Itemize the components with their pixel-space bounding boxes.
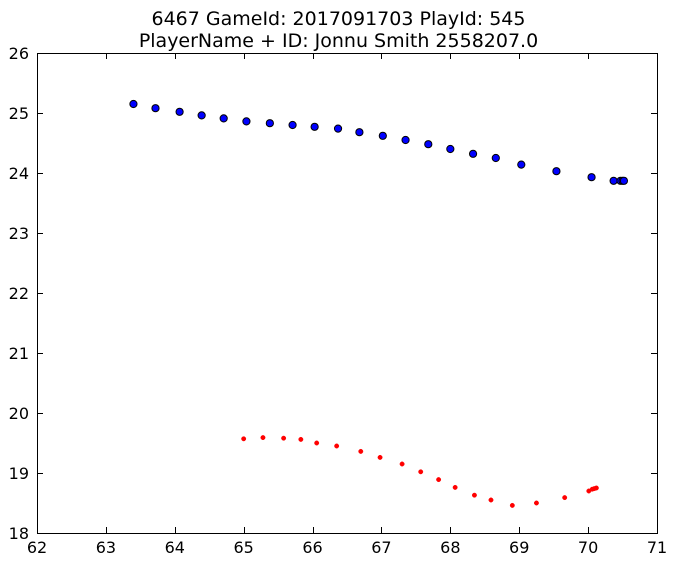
y-tick-label: 18 (9, 524, 29, 543)
axis-ticks (37, 53, 658, 534)
y-tick-label: 23 (9, 224, 29, 243)
y-tick-label: 26 (9, 44, 29, 63)
blue-data-point (265, 119, 274, 128)
red-data-point (260, 435, 266, 441)
y-tick-label: 25 (9, 104, 29, 123)
blue-data-point (446, 144, 455, 154)
blue-data-point (129, 99, 138, 109)
red-data-point (334, 443, 340, 449)
blue-data-point (468, 149, 478, 158)
red-data-point (452, 484, 458, 490)
blue-data-point (151, 104, 160, 113)
y-tick-label: 22 (9, 284, 29, 303)
red-data-point (488, 497, 494, 503)
red-data-point (418, 469, 424, 475)
blue-data-point (310, 122, 319, 131)
x-tick-label: 66 (302, 538, 322, 557)
chart-title: 6467 GameId: 2017091703 PlayId: 545 (151, 8, 526, 30)
red-data-point (593, 485, 599, 491)
blue-data-point (378, 131, 387, 140)
blue-data-point (288, 120, 297, 130)
blue-data-point (355, 128, 364, 137)
x-tick-label: 63 (96, 538, 116, 557)
red-data-point (471, 492, 477, 498)
red-data-point (298, 436, 304, 442)
x-tick-label: 70 (578, 538, 598, 557)
blue-data-point (333, 124, 343, 133)
red-data-point (241, 436, 247, 442)
y-tick-label: 19 (9, 464, 29, 483)
x-tick-label: 69 (509, 538, 529, 557)
axis-tick-labels: 62 63 64 65 66 67 68 69 70 71 18 19 20 21 22 23 24 25 26 (9, 44, 668, 557)
y-tick-label: 21 (9, 344, 29, 363)
x-tick-label: 67 (371, 538, 391, 557)
x-tick-label: 68 (440, 538, 460, 557)
red-data-point (533, 500, 539, 506)
chart-subtitle: PlayerName + ID: Jonnu Smith 2558207.0 (138, 30, 539, 52)
blue-data-point (197, 111, 206, 120)
red-data-point (399, 461, 405, 467)
blue-data-point (517, 160, 526, 169)
blue-data-point (219, 114, 228, 123)
red-data-point (377, 454, 383, 460)
blue-data-point (587, 173, 596, 182)
y-tick-label: 20 (9, 404, 29, 423)
blue-data-point (619, 176, 629, 185)
red-data-point (436, 477, 442, 483)
series-layer (129, 99, 629, 508)
x-tick-label: 71 (647, 538, 667, 557)
red-data-point (509, 502, 515, 508)
x-tick-label: 62 (27, 538, 47, 557)
blue-data-point (491, 153, 500, 163)
blue-data-point (424, 140, 433, 149)
y-tick-label: 24 (9, 164, 29, 183)
red-data-point (358, 448, 364, 454)
series-0 (129, 99, 629, 185)
blue-data-point (609, 176, 618, 185)
plot-frame (37, 53, 658, 534)
red-data-point (281, 435, 287, 441)
series-1 (241, 435, 599, 508)
blue-data-point (242, 117, 251, 126)
x-tick-label: 65 (233, 538, 253, 557)
blue-data-point (175, 107, 184, 116)
blue-data-point (401, 135, 410, 145)
red-data-point (562, 495, 568, 501)
red-data-point (314, 440, 320, 446)
x-tick-label: 64 (165, 538, 185, 557)
blue-data-point (552, 167, 561, 176)
